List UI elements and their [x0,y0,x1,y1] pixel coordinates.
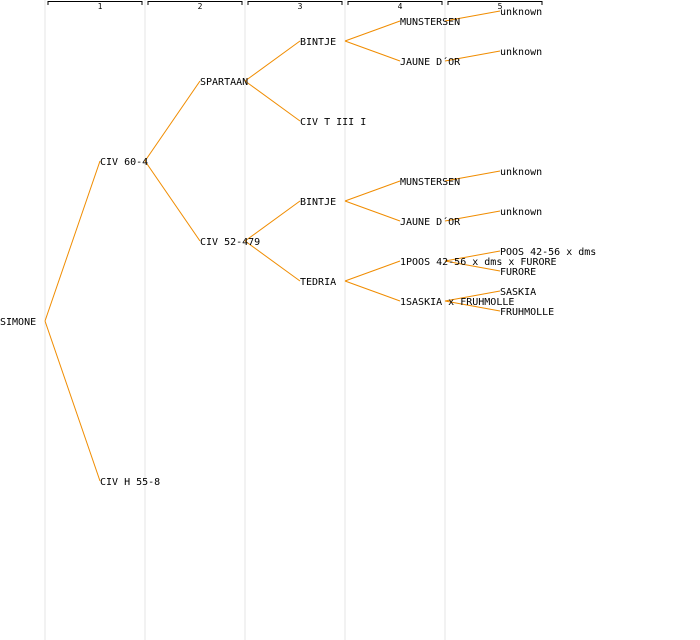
pedigree-edge [144,160,201,242]
generation-bracket [147,1,243,5]
pedigree-node: SASKIA [500,287,536,298]
pedigree-edge [244,200,301,242]
pedigree-node: FURORE [500,267,536,278]
pedigree-edge [444,290,501,302]
pedigree-edge [444,170,501,182]
pedigree-edge [344,200,401,222]
pedigree-node: MUNSTERSEN [400,17,460,28]
pedigree-edges [44,10,501,482]
pedigree-node: 1POOS 42-56 x dms x FURORE [400,257,557,268]
generation-label: 5 [498,2,503,11]
pedigree-node: unknown [500,7,542,18]
pedigree-edge [344,180,401,202]
pedigree-edge [244,80,301,122]
pedigree-edge [444,10,501,22]
pedigree-edge [444,260,501,272]
pedigree-edge [344,280,401,302]
pedigree-edge [44,160,101,322]
pedigree-edge [444,250,501,262]
generation-label: 4 [398,2,403,11]
generation-bracket [247,1,343,5]
pedigree-edge [444,50,501,62]
pedigree-node: JAUNE D´OR [400,216,461,228]
pedigree-node: 1SASKIA x FRUHMOLLE [400,297,514,308]
pedigree-node: BINTJE [300,197,336,208]
generation-headers: 1 2 3 4 5 [47,1,543,11]
generation-label: 3 [298,2,303,11]
pedigree-node: TEDRIA [300,277,336,288]
pedigree-edge [244,240,301,282]
generation-bracket [347,1,443,5]
generation-label: 2 [198,2,203,11]
pedigree-node: MUNSTERSEN [400,177,460,188]
column-separators [44,0,446,640]
pedigree-node: BINTJE [300,37,336,48]
pedigree-edge [144,80,201,162]
pedigree-node: JAUNE D´OR [400,56,461,68]
pedigree-edge [344,260,401,282]
pedigree-node: unknown [500,167,542,178]
pedigree-node: unknown [500,207,542,218]
generation-label: 1 [98,2,103,11]
pedigree-edge [444,210,501,222]
pedigree-node: CIV 60-4 [100,157,148,168]
pedigree-edge [344,40,401,62]
pedigree-node: POOS 42-56 x dms [500,247,596,258]
pedigree-edge [244,40,301,82]
pedigree-nodes: SIMONE CIV 60-4 SPARTAAN BINTJE MUNSTERSEN un… [0,7,596,488]
pedigree-node: SPARTAAN [200,77,248,88]
pedigree-node: FRUHMOLLE [500,307,554,318]
pedigree-node: CIV H 55-8 [100,477,160,488]
generation-bracket [47,1,143,5]
pedigree-node: CIV T III I [300,117,366,128]
pedigree-edge [344,20,401,42]
pedigree-edge [444,300,501,312]
pedigree-edge [44,320,101,482]
pedigree-node: unknown [500,47,542,58]
generation-bracket [447,1,543,5]
pedigree-node: SIMONE [0,317,36,328]
pedigree-node: CIV 52-479 [200,237,260,248]
